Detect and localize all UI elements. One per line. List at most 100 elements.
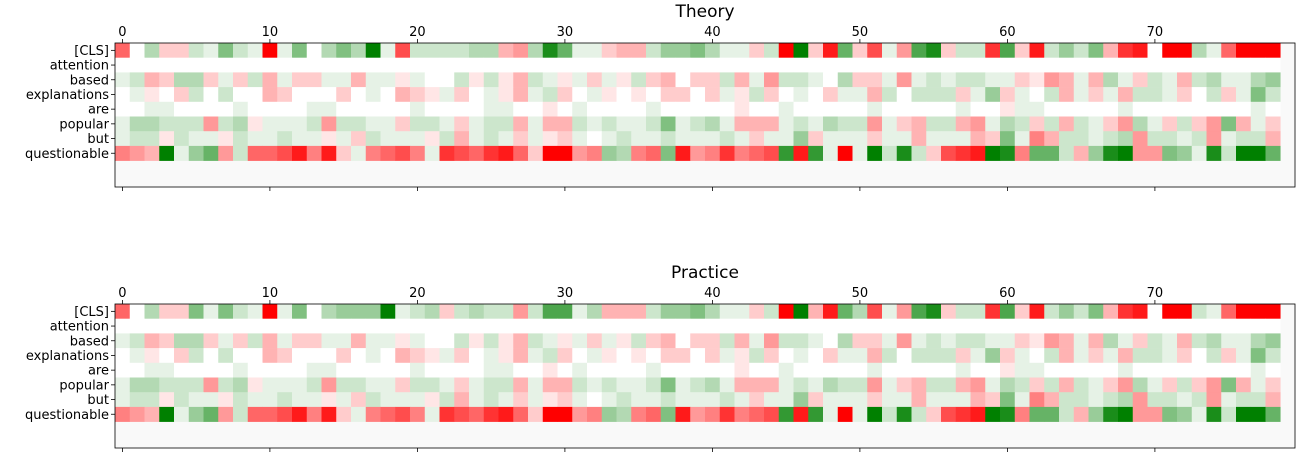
heatmap-cell — [660, 333, 676, 349]
heatmap-cell — [587, 377, 603, 393]
heatmap-cell — [321, 318, 337, 334]
heatmap-cell — [616, 304, 632, 319]
heatmap-cell — [174, 348, 190, 364]
heatmap-cell — [292, 145, 308, 161]
heatmap-cell — [262, 116, 278, 132]
heatmap-cell — [911, 362, 927, 378]
heatmap-cell — [660, 406, 676, 422]
heatmap-cell — [188, 57, 204, 73]
heatmap-cell — [985, 406, 1001, 422]
heatmap-cell — [1221, 333, 1237, 349]
heatmap-cell — [1265, 362, 1281, 378]
y-tick-label: but — [87, 393, 109, 408]
heatmap-cell — [262, 348, 278, 364]
heatmap-cell — [1132, 87, 1148, 103]
heatmap-cell — [380, 318, 396, 334]
heatmap-cell — [926, 348, 942, 364]
heatmap-cell — [719, 392, 735, 408]
heatmap-cell — [1250, 348, 1266, 364]
heatmap-cell — [115, 72, 131, 88]
heatmap-cell — [498, 87, 514, 103]
heatmap-cell — [306, 101, 322, 117]
heatmap-cell — [705, 57, 721, 73]
heatmap-cell — [646, 57, 662, 73]
heatmap-cell — [1147, 116, 1163, 132]
heatmap-cell — [483, 406, 499, 422]
heatmap-cell — [292, 87, 308, 103]
heatmap-cell — [247, 318, 263, 334]
heatmap-cell — [1147, 145, 1163, 161]
heatmap-cell — [808, 145, 824, 161]
heatmap-cell — [1029, 57, 1045, 73]
heatmap-cell — [1044, 131, 1060, 147]
heatmap-cell — [882, 377, 898, 393]
heatmap-cell — [970, 348, 986, 364]
heatmap-cell — [1265, 333, 1281, 349]
heatmap-cell — [513, 333, 529, 349]
heatmap-cell — [852, 362, 868, 378]
heatmap-cell — [616, 87, 632, 103]
heatmap-cell — [955, 406, 971, 422]
heatmap-cell — [1103, 57, 1119, 73]
heatmap-cell — [292, 333, 308, 349]
heatmap-cell — [395, 116, 411, 132]
heatmap-cell — [351, 348, 367, 364]
heatmap-cell — [557, 392, 573, 408]
heatmap-cell — [203, 348, 219, 364]
heatmap-cell — [764, 318, 780, 334]
heatmap-cell — [985, 362, 1001, 378]
heatmap-cell — [970, 43, 986, 58]
heatmap-cell — [292, 116, 308, 132]
heatmap-cell — [336, 392, 352, 408]
heatmap-cell — [926, 318, 942, 334]
heatmap-cell — [380, 377, 396, 393]
heatmap-cell — [1059, 348, 1075, 364]
heatmap-cell — [129, 318, 145, 334]
heatmap-cell — [1044, 304, 1060, 319]
heatmap-cell — [1177, 406, 1193, 422]
heatmap-cell — [1029, 392, 1045, 408]
heatmap-cell — [410, 72, 426, 88]
heatmap-cell — [616, 72, 632, 88]
heatmap-cell — [1014, 101, 1030, 117]
heatmap-cell — [277, 43, 293, 58]
heatmap-cell — [321, 362, 337, 378]
heatmap-cell — [351, 362, 367, 378]
heatmap-cell — [424, 377, 440, 393]
heatmap-cell — [1073, 406, 1089, 422]
heatmap-cell — [734, 304, 750, 319]
heatmap-cell — [896, 87, 912, 103]
heatmap-cell — [1059, 101, 1075, 117]
heatmap-cell — [1000, 87, 1016, 103]
heatmap-cell — [336, 87, 352, 103]
heatmap-cell — [1250, 43, 1266, 58]
heatmap-cell — [719, 116, 735, 132]
heatmap-cell — [513, 145, 529, 161]
heatmap-cell — [557, 131, 573, 147]
heatmap-cell — [454, 348, 470, 364]
heatmap-cell — [660, 87, 676, 103]
y-tick-label: explanations — [26, 349, 109, 364]
heatmap-cell — [1177, 145, 1193, 161]
heatmap-cell — [203, 43, 219, 58]
heatmap-cell — [1132, 304, 1148, 319]
heatmap-cell — [321, 392, 337, 408]
heatmap-cell — [380, 116, 396, 132]
heatmap-cell — [483, 304, 499, 319]
heatmap-cell — [262, 145, 278, 161]
heatmap-cell — [572, 43, 588, 58]
heatmap-cell — [1132, 116, 1148, 132]
heatmap-cell — [911, 43, 927, 58]
heatmap-cell — [734, 145, 750, 161]
heatmap-cell — [528, 43, 544, 58]
heatmap-cell — [203, 318, 219, 334]
heatmap-cell — [1206, 377, 1222, 393]
heatmap-cell — [955, 362, 971, 378]
heatmap-cell — [1147, 304, 1163, 319]
heatmap-cell — [1059, 145, 1075, 161]
heatmap-cell — [115, 131, 131, 147]
heatmap-cell — [911, 318, 927, 334]
heatmap-cell — [277, 131, 293, 147]
heatmap-cell — [542, 392, 558, 408]
heatmap-cell — [1236, 318, 1252, 334]
